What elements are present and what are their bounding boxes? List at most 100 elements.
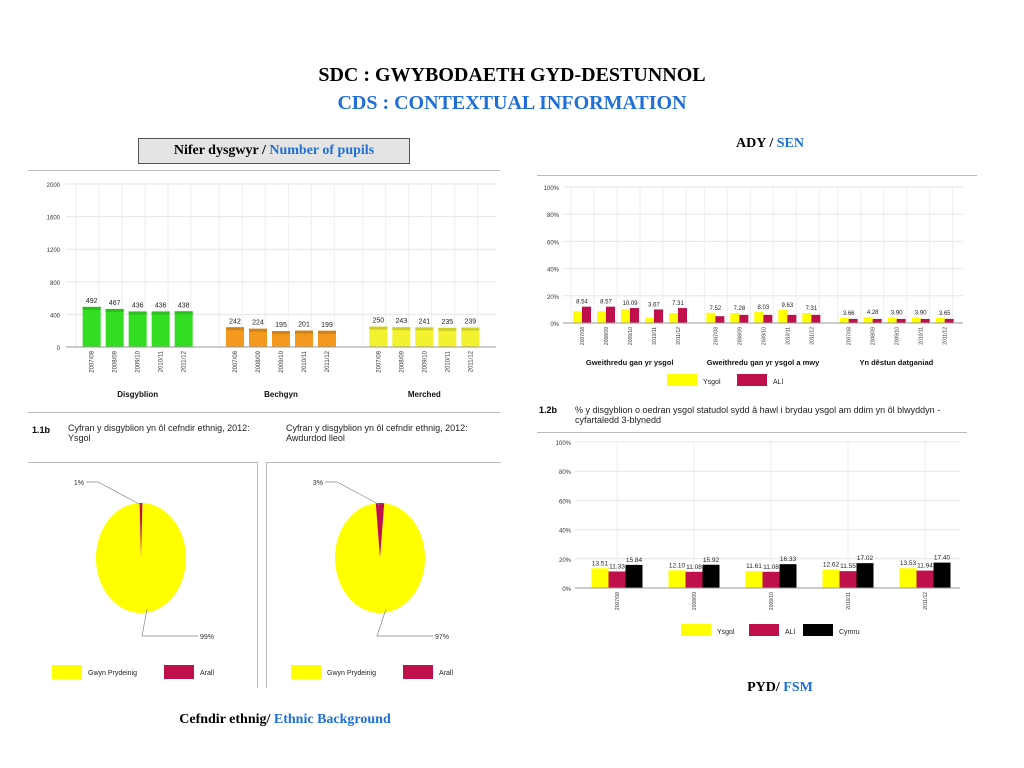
data-label: 11.55 bbox=[840, 563, 856, 570]
y-tick-label: 60% bbox=[547, 240, 560, 246]
data-label: 4.28 bbox=[867, 310, 879, 316]
data-label: 492 bbox=[86, 298, 98, 305]
data-label: 11.08 bbox=[763, 564, 779, 571]
x-tick-label: 2007/08 bbox=[615, 592, 621, 610]
bar-ysgol bbox=[668, 570, 686, 588]
bar-all bbox=[678, 308, 687, 323]
bar-ysgol bbox=[935, 318, 945, 323]
x-tick-label: 2008/09 bbox=[871, 327, 877, 345]
pie-label: 97% bbox=[435, 634, 449, 641]
bar-all bbox=[839, 571, 857, 588]
x-tick-label: 2010/11 bbox=[302, 350, 308, 372]
bar-ysgol bbox=[911, 317, 921, 323]
x-tick-label: 2009/10 bbox=[895, 327, 901, 345]
bar-cap bbox=[272, 331, 290, 335]
bar-ysgol bbox=[778, 309, 788, 323]
bar-cap bbox=[461, 327, 480, 331]
legend-label: Gwyn Prydeinig bbox=[327, 670, 376, 677]
x-tick-label: 2009/10 bbox=[422, 350, 428, 372]
bar-all bbox=[763, 314, 773, 323]
fsm-caption: PYD/ FSM bbox=[700, 680, 860, 696]
x-tick-label: 2011/12 bbox=[468, 350, 474, 372]
bar-ysgol bbox=[597, 311, 606, 323]
x-tick-label: 2010/11 bbox=[846, 592, 852, 610]
bar-ysgol bbox=[899, 568, 917, 588]
bar bbox=[105, 308, 124, 347]
bar-cap bbox=[151, 311, 170, 315]
data-label: 250 bbox=[372, 318, 384, 325]
data-label: 195 bbox=[275, 322, 287, 329]
x-tick-label: 2011/12 bbox=[325, 350, 331, 372]
data-label: 8.57 bbox=[600, 300, 612, 306]
group-label: Yn dêstun datganiad bbox=[859, 358, 933, 367]
data-label: 11.33 bbox=[609, 563, 625, 570]
y-tick-label: 0% bbox=[550, 322, 559, 328]
y-tick-label: 20% bbox=[559, 558, 572, 564]
legend-label-all: ALl bbox=[773, 379, 784, 386]
bar bbox=[82, 306, 101, 347]
pie-slice-arall bbox=[375, 503, 385, 558]
data-label: 12.10 bbox=[669, 562, 686, 569]
y-tick-label: 0% bbox=[562, 587, 571, 593]
legend-label: Arall bbox=[439, 670, 453, 677]
data-label: 3.90 bbox=[891, 311, 903, 317]
bar bbox=[128, 311, 147, 347]
x-tick-label: 2011/12 bbox=[182, 350, 188, 372]
x-tick-label: 2011/12 bbox=[676, 327, 682, 345]
bar-all bbox=[916, 570, 934, 588]
section-1-1b-header: 1.1b Cyfran y disgyblion yn ôl cefndir e… bbox=[28, 412, 500, 463]
bar-all bbox=[787, 314, 797, 323]
legend-swatch bbox=[403, 665, 433, 679]
section-1-1b-text-school: Cyfran y disgyblion yn ôl cefndir ethnig… bbox=[68, 423, 250, 443]
y-tick-label: 60% bbox=[559, 499, 572, 505]
ethnic-la-pie-chart: 3% 97% Gwyn Prydeinig Arall bbox=[266, 462, 501, 688]
bar bbox=[461, 327, 480, 347]
data-label: 7.52 bbox=[709, 306, 721, 312]
data-label: 13.51 bbox=[592, 560, 609, 567]
group-label: Bechgyn bbox=[264, 390, 298, 399]
y-tick-label: 1600 bbox=[47, 216, 61, 222]
bar bbox=[438, 327, 457, 347]
bar-cap bbox=[226, 327, 244, 331]
bar-cap bbox=[105, 308, 124, 312]
data-label: 8.03 bbox=[757, 305, 769, 311]
data-label: 11.61 bbox=[746, 563, 762, 570]
legend-swatch-ysgol bbox=[681, 624, 711, 636]
data-label: 438 bbox=[178, 302, 190, 309]
data-label: 241 bbox=[418, 318, 430, 325]
bar-cap bbox=[438, 327, 457, 331]
bar-all bbox=[630, 308, 639, 323]
y-tick-label: 20% bbox=[547, 295, 560, 301]
bar-ysgol bbox=[573, 311, 582, 323]
bar-ysgol bbox=[863, 317, 873, 323]
bar-cymru bbox=[779, 564, 797, 588]
sen-caption: ADY / SEN bbox=[690, 136, 850, 152]
x-tick-label: 2007/08 bbox=[233, 350, 239, 372]
legend-label: Gwyn Prydeinig bbox=[88, 670, 137, 677]
bar-ysgol bbox=[822, 569, 840, 588]
data-label: 15.84 bbox=[626, 557, 643, 564]
fsm-english-label: FSM bbox=[783, 680, 813, 695]
x-tick-label: 2008/09 bbox=[399, 350, 405, 372]
data-label: 224 bbox=[252, 320, 264, 327]
section-1-2b-text: % y disgyblion o oedran ysgol statudol s… bbox=[575, 405, 941, 425]
bar bbox=[174, 311, 193, 347]
data-label: 242 bbox=[229, 318, 241, 325]
x-tick-label: 2008/09 bbox=[604, 327, 610, 345]
x-tick-label: 2007/08 bbox=[713, 327, 719, 345]
x-tick-label: 2008/09 bbox=[256, 350, 262, 372]
sen-welsh-label: ADY / bbox=[736, 136, 777, 151]
bar-ysgol bbox=[887, 317, 897, 323]
bar-all bbox=[715, 316, 725, 323]
x-tick-label: 2009/10 bbox=[769, 592, 775, 610]
sen-english-label: SEN bbox=[776, 136, 804, 151]
bar bbox=[415, 327, 434, 347]
bar-ysgol bbox=[645, 318, 654, 323]
y-tick-label: 1200 bbox=[47, 248, 61, 254]
fsm-welsh-label: PYD/ bbox=[747, 680, 784, 695]
bar-cymru bbox=[933, 562, 951, 588]
data-label: 436 bbox=[155, 302, 167, 309]
data-label: 436 bbox=[132, 302, 144, 309]
bar-ysgol bbox=[754, 312, 764, 323]
